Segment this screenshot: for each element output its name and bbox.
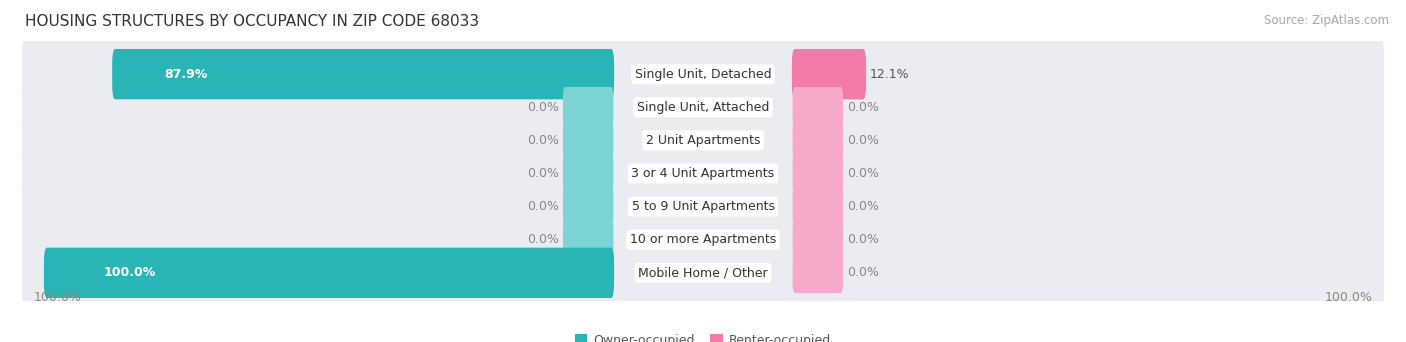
Text: 0.0%: 0.0% bbox=[848, 134, 879, 147]
Legend: Owner-occupied, Renter-occupied: Owner-occupied, Renter-occupied bbox=[569, 329, 837, 342]
Text: Single Unit, Detached: Single Unit, Detached bbox=[634, 68, 772, 81]
Text: HOUSING STRUCTURES BY OCCUPANCY IN ZIP CODE 68033: HOUSING STRUCTURES BY OCCUPANCY IN ZIP C… bbox=[25, 14, 479, 29]
FancyBboxPatch shape bbox=[793, 219, 844, 260]
FancyBboxPatch shape bbox=[793, 87, 844, 128]
FancyBboxPatch shape bbox=[793, 252, 844, 293]
FancyBboxPatch shape bbox=[562, 87, 613, 128]
FancyBboxPatch shape bbox=[562, 120, 613, 161]
Text: 0.0%: 0.0% bbox=[848, 200, 879, 213]
Text: 0.0%: 0.0% bbox=[527, 167, 558, 180]
Text: 10 or more Apartments: 10 or more Apartments bbox=[630, 233, 776, 246]
FancyBboxPatch shape bbox=[793, 153, 844, 194]
FancyBboxPatch shape bbox=[112, 49, 614, 99]
Text: 100.0%: 100.0% bbox=[1324, 291, 1372, 304]
Text: 0.0%: 0.0% bbox=[527, 101, 558, 114]
FancyBboxPatch shape bbox=[22, 132, 1384, 215]
FancyBboxPatch shape bbox=[22, 32, 1384, 116]
FancyBboxPatch shape bbox=[562, 186, 613, 227]
Text: Source: ZipAtlas.com: Source: ZipAtlas.com bbox=[1264, 14, 1389, 27]
Text: 2 Unit Apartments: 2 Unit Apartments bbox=[645, 134, 761, 147]
Text: 100.0%: 100.0% bbox=[103, 266, 156, 279]
FancyBboxPatch shape bbox=[22, 198, 1384, 281]
Text: 0.0%: 0.0% bbox=[848, 233, 879, 246]
FancyBboxPatch shape bbox=[562, 153, 613, 194]
FancyBboxPatch shape bbox=[22, 165, 1384, 248]
Text: 12.1%: 12.1% bbox=[870, 68, 910, 81]
Text: 0.0%: 0.0% bbox=[848, 167, 879, 180]
Text: 0.0%: 0.0% bbox=[527, 200, 558, 213]
Text: 0.0%: 0.0% bbox=[527, 134, 558, 147]
FancyBboxPatch shape bbox=[792, 49, 866, 99]
Text: 3 or 4 Unit Apartments: 3 or 4 Unit Apartments bbox=[631, 167, 775, 180]
Text: 0.0%: 0.0% bbox=[848, 101, 879, 114]
Text: 0.0%: 0.0% bbox=[527, 233, 558, 246]
Text: Single Unit, Attached: Single Unit, Attached bbox=[637, 101, 769, 114]
Text: 100.0%: 100.0% bbox=[34, 291, 82, 304]
Text: 0.0%: 0.0% bbox=[848, 266, 879, 279]
Text: Mobile Home / Other: Mobile Home / Other bbox=[638, 266, 768, 279]
Text: 5 to 9 Unit Apartments: 5 to 9 Unit Apartments bbox=[631, 200, 775, 213]
FancyBboxPatch shape bbox=[562, 219, 613, 260]
FancyBboxPatch shape bbox=[22, 98, 1384, 182]
FancyBboxPatch shape bbox=[22, 66, 1384, 149]
FancyBboxPatch shape bbox=[22, 231, 1384, 315]
FancyBboxPatch shape bbox=[44, 248, 614, 298]
FancyBboxPatch shape bbox=[793, 186, 844, 227]
Text: 87.9%: 87.9% bbox=[165, 68, 208, 81]
FancyBboxPatch shape bbox=[793, 120, 844, 161]
